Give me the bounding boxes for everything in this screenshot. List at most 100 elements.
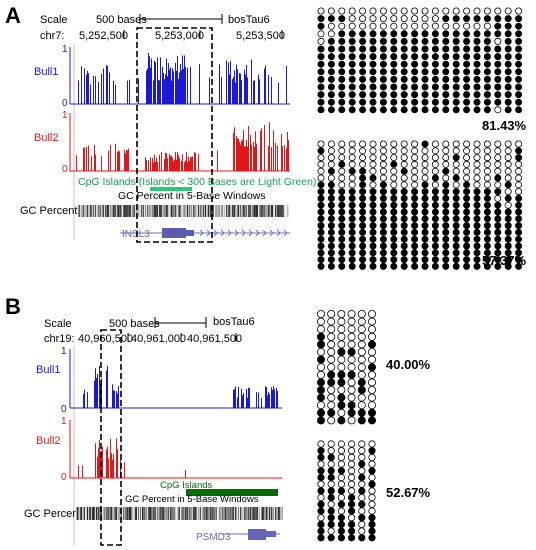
- unmethylated-cpg: [317, 167, 325, 175]
- methylated-cpg: [421, 222, 429, 230]
- methylated-cpg: [338, 201, 346, 209]
- methylated-cpg: [483, 215, 491, 223]
- unmethylated-cpg: [494, 194, 502, 202]
- unmethylated-cpg: [327, 140, 335, 148]
- methylated-cpg: [452, 215, 460, 223]
- gc-window: [288, 205, 289, 217]
- unmethylated-cpg: [494, 154, 502, 162]
- gc-window: [92, 507, 93, 520]
- gc-window: [149, 507, 150, 520]
- methylated-cpg: [421, 262, 429, 270]
- methylated-cpg: [421, 75, 429, 83]
- methylated-cpg: [442, 262, 450, 270]
- methylated-cpg: [431, 45, 439, 53]
- methylated-cpg: [483, 222, 491, 230]
- methylated-cpg: [463, 98, 471, 106]
- methylated-cpg: [483, 60, 491, 68]
- gc-window: [258, 205, 259, 217]
- gc-window: [186, 507, 187, 520]
- unmethylated-cpg: [411, 140, 419, 148]
- methylated-cpg: [337, 500, 345, 508]
- gc-window: [120, 205, 121, 217]
- methylated-cpg: [357, 416, 366, 425]
- gc-window: [88, 205, 89, 217]
- gc-window: [179, 205, 180, 217]
- methylated-cpg: [317, 91, 325, 99]
- methylated-cpg: [411, 37, 419, 45]
- methylated-cpg: [483, 201, 491, 209]
- unmethylated-cpg: [473, 154, 481, 162]
- unmethylated-cpg: [442, 174, 450, 182]
- gc-window: [182, 205, 183, 217]
- methylated-cpg: [442, 188, 450, 196]
- unmethylated-cpg: [337, 507, 345, 515]
- methylated-cpg: [390, 194, 398, 202]
- gc-window: [204, 507, 205, 520]
- methylated-cpg: [463, 106, 471, 114]
- unmethylated-cpg: [515, 167, 523, 175]
- unmethylated-cpg: [327, 447, 335, 455]
- methylated-cpg: [327, 534, 335, 542]
- gc-window: [159, 507, 160, 520]
- methylated-cpg: [494, 249, 502, 257]
- unmethylated-cpg: [317, 160, 325, 168]
- gc-window: [170, 507, 171, 520]
- unmethylated-cpg: [357, 363, 366, 372]
- methylated-cpg: [367, 408, 376, 417]
- panel-a-grid-2-percent: 57.37%: [482, 253, 527, 268]
- gc-window: [221, 205, 222, 217]
- unmethylated-cpg: [400, 174, 408, 182]
- methylated-cpg: [369, 242, 377, 250]
- unmethylated-cpg: [357, 309, 366, 318]
- methylated-cpg: [317, 447, 325, 455]
- methylated-cpg: [442, 53, 450, 61]
- gc-window: [280, 205, 281, 217]
- methylated-cpg: [515, 83, 523, 91]
- methylated-cpg: [442, 75, 450, 83]
- methylated-cpg: [390, 262, 398, 270]
- methylated-cpg: [515, 60, 523, 68]
- gc-window: [107, 507, 108, 520]
- gc-window: [130, 205, 131, 217]
- gc-window: [237, 507, 238, 520]
- unmethylated-cpg: [515, 181, 523, 189]
- methylated-cpg: [368, 447, 376, 455]
- unmethylated-cpg: [327, 416, 336, 425]
- methylated-cpg: [411, 235, 419, 243]
- gc-window: [276, 507, 277, 520]
- methylated-cpg: [338, 222, 346, 230]
- gc-window: [161, 507, 162, 520]
- strand-arrow: [220, 229, 225, 237]
- unmethylated-cpg: [390, 181, 398, 189]
- methylated-cpg: [504, 181, 512, 189]
- methylated-cpg: [359, 30, 367, 38]
- gc-window: [273, 507, 274, 520]
- methylated-cpg: [367, 340, 376, 349]
- panel-b-gene-exon: [248, 529, 266, 540]
- methylated-cpg: [515, 91, 523, 99]
- unmethylated-cpg: [358, 493, 366, 502]
- unmethylated-cpg: [411, 22, 419, 30]
- unmethylated-cpg: [358, 440, 366, 448]
- methylated-cpg: [348, 30, 356, 38]
- panel-b-scale-bar-text: 500 bases: [109, 318, 160, 330]
- gc-window: [81, 507, 82, 520]
- panel-a-scale-label: Scale: [40, 14, 68, 26]
- methylated-cpg: [317, 520, 325, 529]
- methylated-cpg: [317, 249, 325, 257]
- methylated-cpg: [504, 194, 512, 202]
- methylated-cpg: [442, 235, 450, 243]
- methylated-cpg: [327, 188, 335, 196]
- gc-window: [260, 205, 261, 217]
- unmethylated-cpg: [400, 22, 408, 30]
- methylated-cpg: [400, 215, 408, 223]
- methylated-cpg: [369, 60, 377, 68]
- unmethylated-cpg: [338, 174, 346, 182]
- unmethylated-cpg: [359, 160, 367, 168]
- gc-window: [168, 507, 169, 520]
- gc-window: [216, 205, 217, 217]
- panel-b-track1-ymin: 0: [61, 404, 67, 415]
- unmethylated-cpg: [504, 188, 512, 196]
- methylated-cpg: [473, 188, 481, 196]
- gc-window: [115, 205, 116, 217]
